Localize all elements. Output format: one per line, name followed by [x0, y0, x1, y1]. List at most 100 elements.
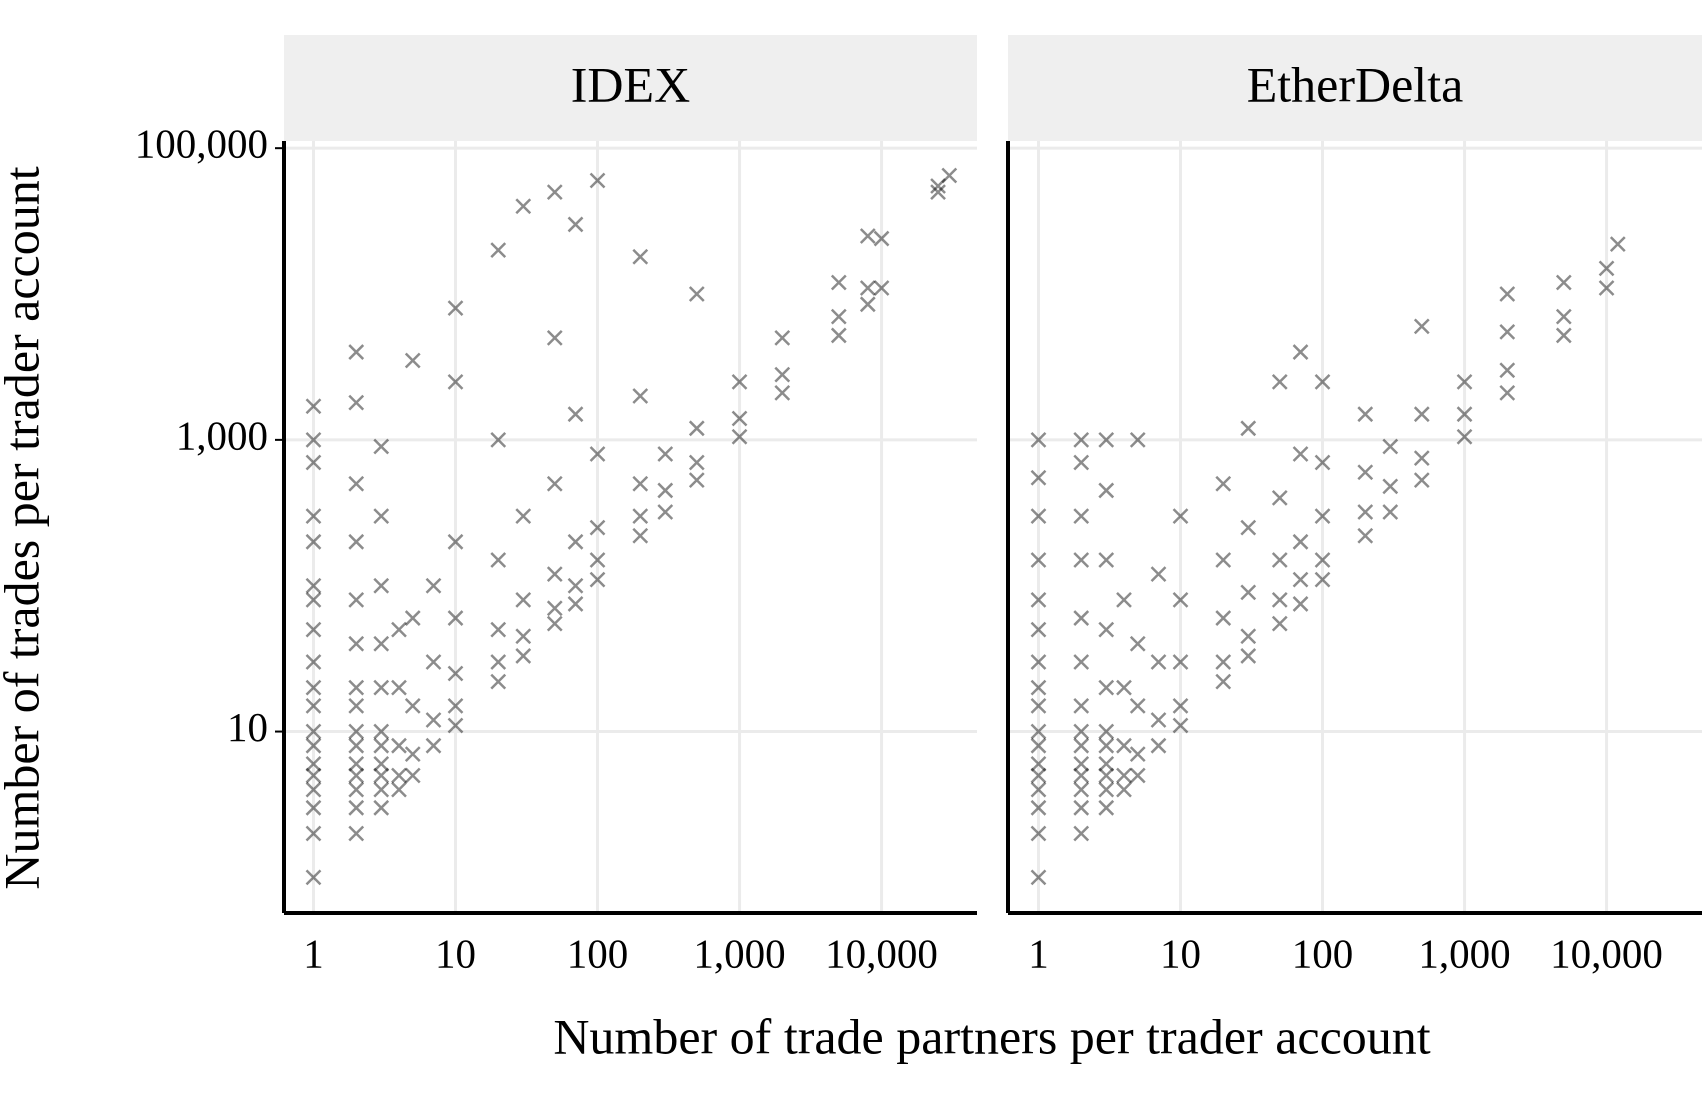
- point: [1357, 527, 1374, 544]
- point: [1073, 552, 1090, 568]
- point: [305, 756, 322, 772]
- point: [305, 621, 322, 638]
- point: [1292, 571, 1309, 588]
- point: [1172, 508, 1189, 525]
- point: [490, 673, 507, 690]
- point: [305, 799, 322, 816]
- point: [1555, 327, 1572, 344]
- point: [1116, 591, 1132, 608]
- point: [1030, 737, 1047, 754]
- point: [1555, 308, 1572, 325]
- point: [447, 717, 464, 734]
- point: [447, 533, 464, 550]
- point: [404, 352, 421, 369]
- point: [657, 504, 674, 520]
- point: [589, 446, 606, 462]
- point: [873, 280, 890, 296]
- strip-background: [284, 35, 977, 141]
- point: [1215, 654, 1232, 670]
- point: [1172, 591, 1189, 608]
- point: [731, 410, 748, 427]
- point: [1030, 756, 1047, 772]
- point: [1129, 431, 1146, 448]
- point: [1098, 756, 1115, 772]
- point: [589, 172, 606, 189]
- point: [305, 697, 322, 714]
- y-tick-label: 1,000: [176, 412, 268, 458]
- point: [1073, 799, 1090, 816]
- point: [1030, 697, 1047, 714]
- point: [930, 178, 946, 194]
- point: [305, 679, 322, 696]
- point: [1271, 373, 1288, 390]
- point: [1240, 519, 1257, 536]
- point: [348, 723, 365, 740]
- point: [373, 577, 390, 594]
- point: [546, 475, 563, 492]
- point: [1030, 654, 1047, 670]
- point: [1073, 781, 1090, 798]
- point: [515, 591, 532, 608]
- point: [1382, 504, 1399, 520]
- point: [830, 274, 847, 291]
- point: [567, 596, 584, 612]
- point: [1499, 362, 1516, 379]
- x-tick-label: 10: [1160, 930, 1201, 976]
- point: [1030, 767, 1047, 784]
- point: [1073, 508, 1090, 525]
- point: [348, 825, 365, 842]
- point: [1098, 552, 1115, 568]
- point: [1150, 712, 1167, 728]
- point: [1292, 344, 1309, 360]
- point: [490, 242, 507, 259]
- point: [567, 216, 584, 233]
- x-axis-label: Number of trade partners per trader acco…: [553, 1008, 1430, 1064]
- point: [1098, 679, 1115, 696]
- point: [490, 621, 507, 638]
- point: [1598, 280, 1615, 296]
- x-tick-label: 1: [303, 930, 324, 976]
- point: [373, 737, 390, 754]
- point: [1098, 621, 1115, 638]
- point: [305, 723, 322, 740]
- point: [447, 610, 464, 626]
- y-axis-label: Number of trades per trader account: [0, 166, 49, 889]
- point: [1129, 697, 1146, 714]
- point: [348, 697, 365, 714]
- point: [1098, 723, 1115, 740]
- point: [305, 869, 322, 886]
- point: [1314, 571, 1331, 588]
- point: [688, 420, 705, 437]
- point: [1413, 472, 1430, 488]
- point: [391, 679, 407, 696]
- point: [425, 737, 442, 754]
- point: [348, 781, 365, 798]
- point: [515, 648, 532, 664]
- point: [348, 344, 365, 360]
- point: [1073, 454, 1090, 471]
- x-tick-label: 1,000: [1418, 930, 1510, 976]
- point: [391, 767, 407, 784]
- point: [305, 825, 322, 842]
- point: [404, 610, 421, 626]
- point: [1030, 552, 1047, 568]
- point: [447, 373, 464, 390]
- point: [1314, 454, 1331, 471]
- point: [1172, 697, 1189, 714]
- point: [774, 366, 791, 383]
- point: [1073, 431, 1090, 448]
- x-tick-label: 100: [567, 930, 629, 976]
- point: [1215, 673, 1232, 690]
- point: [373, 767, 390, 784]
- point: [1030, 679, 1047, 696]
- point: [1129, 635, 1146, 652]
- point: [1357, 464, 1374, 481]
- point: [859, 280, 876, 296]
- point: [1456, 406, 1473, 423]
- point: [425, 654, 442, 670]
- point: [1215, 552, 1232, 568]
- point: [1030, 591, 1047, 608]
- point: [859, 296, 876, 313]
- point: [1292, 533, 1309, 550]
- point: [305, 577, 322, 594]
